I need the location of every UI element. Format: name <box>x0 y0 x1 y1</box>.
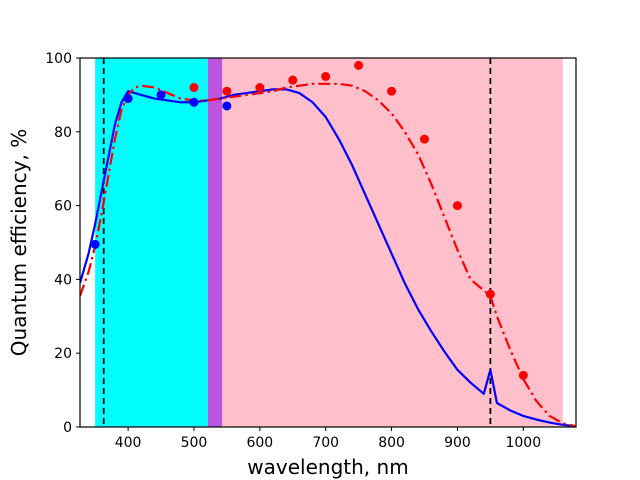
red-points-point <box>321 71 331 81</box>
blue-points-point <box>90 239 100 249</box>
blue-points-point <box>189 97 199 107</box>
x-tick-label: 400 <box>115 435 142 451</box>
y-axis-label: Quantum efficiency, % <box>7 129 31 356</box>
blue-points-point <box>156 90 166 100</box>
purple-band <box>207 58 223 427</box>
red-points-point <box>354 60 364 70</box>
y-tick-label: 40 <box>54 272 72 288</box>
x-axis-label: wavelength, nm <box>247 455 408 479</box>
blue-curve <box>80 88 576 427</box>
y-tick-label: 20 <box>54 346 72 362</box>
y-axis-ticks: 0 20 40 60 80 100 <box>45 51 80 436</box>
x-axis-ticks: 400 500 600 700 800 900 1000 <box>115 427 541 451</box>
red-points-point <box>518 370 528 380</box>
y-tick-label: 100 <box>45 51 72 67</box>
plot-frame <box>79 57 577 428</box>
points-layer <box>90 60 528 380</box>
red-points-point <box>255 83 265 93</box>
blue-points-point <box>123 94 133 104</box>
red-points-point <box>419 134 429 144</box>
x-tick-label: 900 <box>444 435 471 451</box>
red-points-point <box>452 201 462 211</box>
y-tick-label: 80 <box>54 125 72 141</box>
x-tick-label: 800 <box>378 435 405 451</box>
x-tick-label: 1000 <box>505 435 541 451</box>
series-layer <box>80 82 576 427</box>
bands-layer <box>95 58 563 427</box>
red-points-point <box>288 75 298 85</box>
y-tick-label: 0 <box>63 420 72 436</box>
red-dashdot-curve <box>80 82 576 427</box>
red-points-point <box>189 83 199 93</box>
y-tick-label: 60 <box>54 199 72 215</box>
cyan-band <box>95 58 208 427</box>
x-tick-label: 600 <box>246 435 273 451</box>
blue-points-point <box>222 101 232 111</box>
red-points-point <box>485 289 495 299</box>
x-tick-label: 500 <box>181 435 208 451</box>
vlines-layer <box>102 58 492 427</box>
pink-band <box>222 58 563 427</box>
x-tick-label: 700 <box>312 435 339 451</box>
red-points-point <box>387 86 397 96</box>
red-points-point <box>222 86 232 96</box>
